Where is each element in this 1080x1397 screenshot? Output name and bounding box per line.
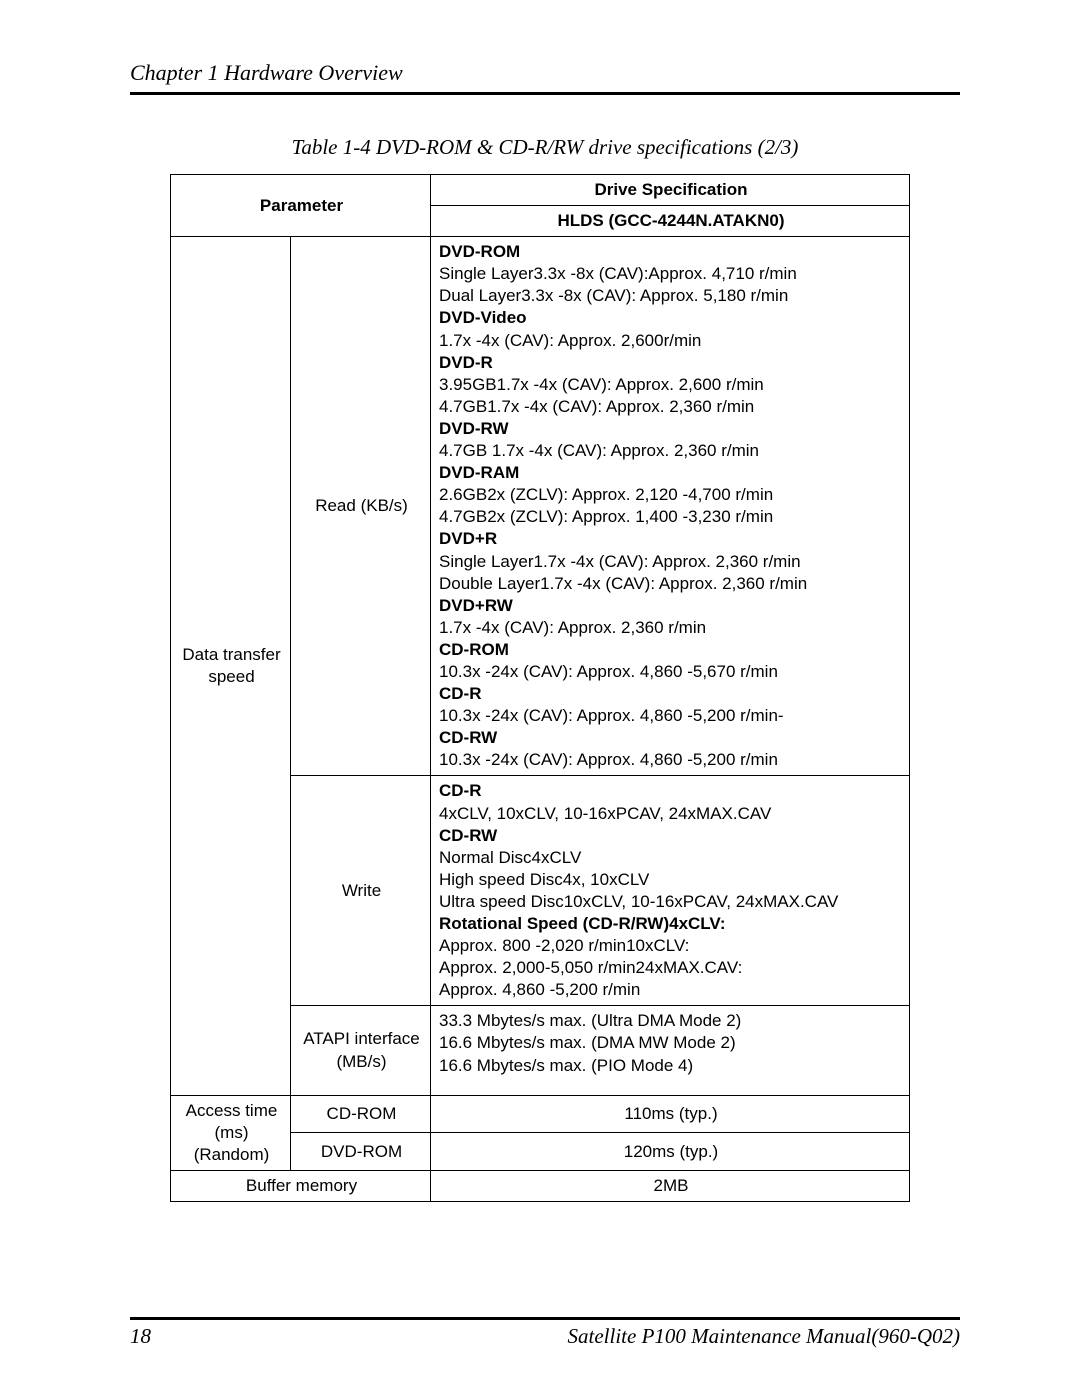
spec-line: 16.6 Mbytes/s max. (DMA MW Mode 2) — [439, 1032, 903, 1054]
spec-line: 10.3x -24x (CAV): Approx. 4,860 -5,200 r… — [439, 705, 903, 727]
header-parameter: Parameter — [171, 175, 431, 237]
spec-table: Parameter Drive Specification HLDS (GCC-… — [170, 174, 910, 1202]
cell-atapi-label: ATAPI interface (MB/s) — [291, 1006, 431, 1095]
spec-line: Dual Layer3.3x -8x (CAV): Approx. 5,180 … — [439, 285, 903, 307]
spec-line: Normal Disc4xCLV — [439, 847, 903, 869]
spec-line: 10.3x -24x (CAV): Approx. 4,860 -5,200 r… — [439, 749, 903, 771]
spec-line: 10.3x -24x (CAV): Approx. 4,860 -5,670 r… — [439, 661, 903, 683]
cell-write-label: Write — [291, 776, 431, 1006]
header-drive-spec: Drive Specification — [431, 175, 910, 206]
footer-rule — [130, 1317, 960, 1320]
header-rule — [130, 92, 960, 95]
spec-heading: CD-R — [439, 683, 903, 705]
spec-line: 33.3 Mbytes/s max. (Ultra DMA Mode 2) — [439, 1010, 903, 1032]
spec-heading: Rotational Speed (CD-R/RW)4xCLV: — [439, 913, 903, 935]
running-header: Chapter 1 Hardware Overview — [130, 60, 960, 90]
spec-line: 4xCLV, 10xCLV, 10-16xPCAV, 24xMAX.CAV — [439, 803, 903, 825]
spec-heading: CD-ROM — [439, 639, 903, 661]
cell-read-spec: DVD-ROM Single Layer3.3x -8x (CAV):Appro… — [431, 237, 910, 776]
spec-heading: DVD-RW — [439, 418, 903, 440]
spec-heading: DVD-R — [439, 352, 903, 374]
spec-heading: DVD+R — [439, 528, 903, 550]
spec-line: Approx. 2,000-5,050 r/min24xMAX.CAV: — [439, 957, 903, 979]
table-caption: Table 1-4 DVD-ROM & CD-R/RW drive specif… — [130, 135, 960, 160]
spec-line: Approx. 4,860 -5,200 r/min — [439, 979, 903, 1001]
header-model: HLDS (GCC-4244N.ATAKN0) — [431, 206, 910, 237]
spec-heading: DVD+RW — [439, 595, 903, 617]
spec-line: Double Layer1.7x -4x (CAV): Approx. 2,36… — [439, 573, 903, 595]
cell-cdrom-value: 110ms (typ.) — [431, 1095, 910, 1133]
cell-data-transfer: Data transfer speed — [171, 237, 291, 1095]
spec-line: 3.95GB1.7x -4x (CAV): Approx. 2,600 r/mi… — [439, 374, 903, 396]
spec-heading: DVD-RAM — [439, 462, 903, 484]
cell-write-spec: CD-R 4xCLV, 10xCLV, 10-16xPCAV, 24xMAX.C… — [431, 776, 910, 1006]
spec-line: 4.7GB2x (ZCLV): Approx. 1,400 -3,230 r/m… — [439, 506, 903, 528]
spec-line: Single Layer1.7x -4x (CAV): Approx. 2,36… — [439, 551, 903, 573]
cell-read-label: Read (KB/s) — [291, 237, 431, 776]
row-read: Data transfer speed Read (KB/s) DVD-ROM … — [171, 237, 910, 776]
cell-access-time: Access time (ms) (Random) — [171, 1095, 291, 1170]
spec-heading: DVD-Video — [439, 307, 903, 329]
page-number: 18 — [130, 1324, 151, 1349]
spec-line: 1.7x -4x (CAV): Approx. 2,360 r/min — [439, 617, 903, 639]
cell-dvdrom-label: DVD-ROM — [291, 1133, 431, 1171]
cell-atapi-spec: 33.3 Mbytes/s max. (Ultra DMA Mode 2) 16… — [431, 1006, 910, 1095]
spec-line: Approx. 800 -2,020 r/min10xCLV: — [439, 935, 903, 957]
spec-heading: CD-RW — [439, 727, 903, 749]
page-footer: 18 Satellite P100 Maintenance Manual(960… — [130, 1317, 960, 1349]
row-buffer: Buffer memory 2MB — [171, 1170, 910, 1201]
cell-dvdrom-value: 120ms (typ.) — [431, 1133, 910, 1171]
cell-cdrom-label: CD-ROM — [291, 1095, 431, 1133]
spec-heading: DVD-ROM — [439, 241, 903, 263]
spec-line: Ultra speed Disc10xCLV, 10-16xPCAV, 24xM… — [439, 891, 903, 913]
spec-heading: CD-R — [439, 780, 903, 802]
spec-line: 4.7GB 1.7x -4x (CAV): Approx. 2,360 r/mi… — [439, 440, 903, 462]
page: Chapter 1 Hardware Overview Table 1-4 DV… — [0, 0, 1080, 1397]
spec-line: 1.7x -4x (CAV): Approx. 2,600r/min — [439, 330, 903, 352]
spec-line: High speed Disc4x, 10xCLV — [439, 869, 903, 891]
spec-line: Single Layer3.3x -8x (CAV):Approx. 4,710… — [439, 263, 903, 285]
spec-line: 16.6 Mbytes/s max. (PIO Mode 4) — [439, 1055, 903, 1077]
table-header-row-1: Parameter Drive Specification — [171, 175, 910, 206]
cell-buffer-value: 2MB — [431, 1170, 910, 1201]
manual-title: Satellite P100 Maintenance Manual(960-Q0… — [568, 1324, 961, 1349]
spec-heading: CD-RW — [439, 825, 903, 847]
spec-line: 4.7GB1.7x -4x (CAV): Approx. 2,360 r/min — [439, 396, 903, 418]
cell-buffer-label: Buffer memory — [171, 1170, 431, 1201]
row-access-cd: Access time (ms) (Random) CD-ROM 110ms (… — [171, 1095, 910, 1133]
spec-line: 2.6GB2x (ZCLV): Approx. 2,120 -4,700 r/m… — [439, 484, 903, 506]
